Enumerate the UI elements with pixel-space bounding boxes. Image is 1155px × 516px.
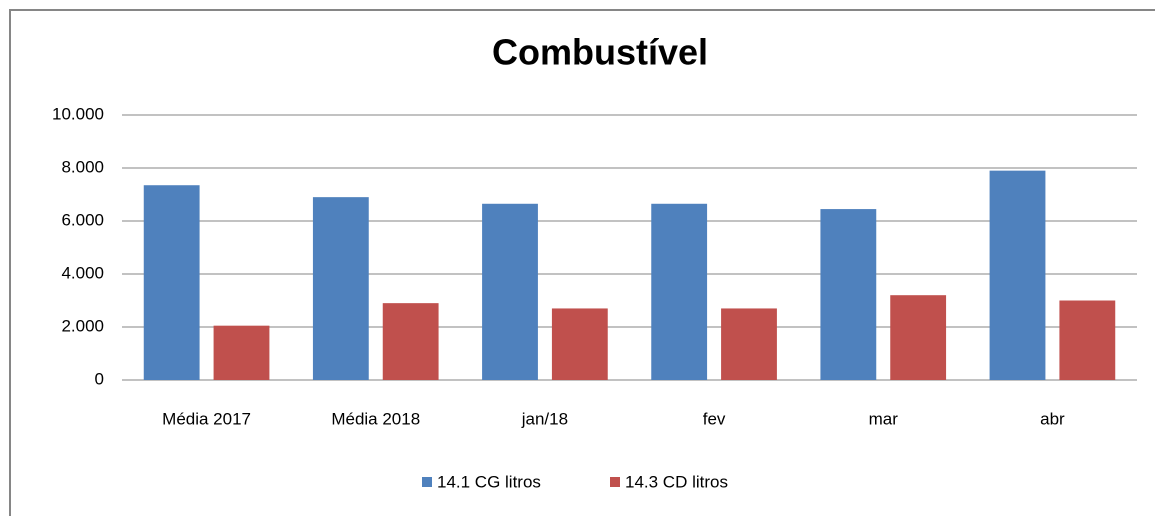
bar (213, 325, 270, 380)
x-tick-label: fev (703, 409, 726, 428)
x-tick-label: abr (1040, 409, 1065, 428)
y-tick-label: 4.000 (61, 263, 104, 282)
legend-swatch (422, 477, 432, 487)
bar (890, 295, 947, 380)
y-tick-label: 6.000 (61, 210, 104, 229)
bar (721, 308, 777, 380)
chart-border (9, 9, 1155, 516)
legend-swatch (610, 477, 620, 487)
bar (482, 203, 538, 380)
bar (551, 308, 608, 380)
legend-label: 14.1 CG litros (437, 472, 541, 491)
x-tick-label: Média 2017 (162, 409, 251, 428)
x-tick-label: jan/18 (521, 409, 568, 428)
y-tick-label: 10.000 (52, 104, 104, 123)
x-tick-label: mar (869, 409, 899, 428)
legend-label: 14.3 CD litros (625, 472, 728, 491)
y-tick-label: 2.000 (61, 316, 104, 335)
bar (312, 197, 369, 380)
y-tick-label: 0 (95, 369, 104, 388)
bar (820, 209, 877, 380)
chart-title: Combustível (492, 32, 708, 73)
bar (1059, 300, 1116, 380)
y-tick-label: 8.000 (61, 157, 104, 176)
bar (651, 203, 708, 380)
bar (989, 170, 1046, 380)
x-tick-label: Média 2018 (331, 409, 420, 428)
bar (382, 303, 439, 380)
bar (143, 185, 200, 380)
